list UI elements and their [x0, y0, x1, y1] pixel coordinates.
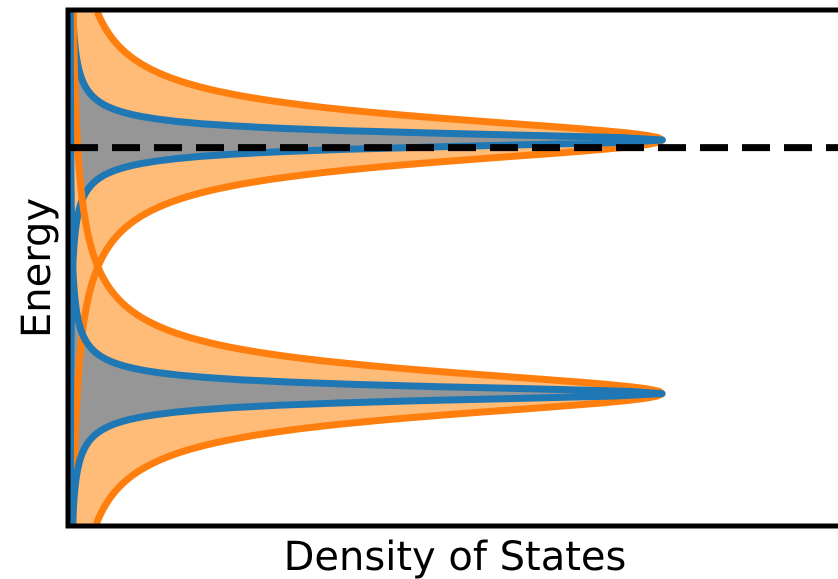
dos-fill-peak1-series2	[70, 12, 663, 524]
plot-area	[66, 10, 838, 526]
x-axis-label: Density of States	[284, 534, 627, 579]
axes-frame	[65, 7, 838, 529]
y-axis-label: Energy	[14, 198, 60, 338]
dos-curve-peak2-series1	[69, 10, 666, 526]
dos-curve-peak2-series2	[66, 10, 666, 526]
